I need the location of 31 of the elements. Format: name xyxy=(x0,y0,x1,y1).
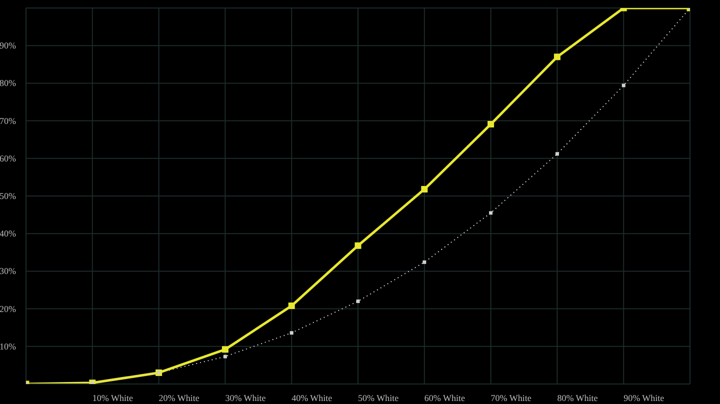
point xyxy=(290,331,294,335)
point xyxy=(555,152,559,156)
point xyxy=(354,242,362,249)
y-tick-label: 70% xyxy=(0,116,16,126)
x-tick-label: 10% White xyxy=(92,393,133,403)
point xyxy=(554,54,560,60)
y-tick-label: 40% xyxy=(0,228,16,239)
point xyxy=(288,302,295,310)
y-tick-label: 20% xyxy=(0,304,16,314)
x-tick-label: 60% White xyxy=(424,393,465,403)
point xyxy=(223,354,227,358)
x-tick-label: 70% White xyxy=(490,393,532,403)
point xyxy=(488,120,494,128)
x-tick-label: 80% White xyxy=(557,393,598,403)
point xyxy=(422,260,426,264)
point xyxy=(222,346,228,353)
point xyxy=(622,84,626,88)
y-tick-label: 90% xyxy=(0,40,16,51)
y-tick-label: 60% xyxy=(0,153,16,164)
point xyxy=(356,300,360,304)
y-tick-label: 10% xyxy=(0,341,16,352)
y-tick-label: 80% xyxy=(0,78,16,88)
x-tick-label: 30% White xyxy=(225,393,266,403)
x-tick-label: 20% White xyxy=(158,393,200,403)
y-tick-label: 50% xyxy=(0,191,16,201)
point xyxy=(421,186,428,192)
point xyxy=(489,211,493,215)
y-tick-label: 30% xyxy=(0,266,16,276)
x-tick-label: 40% White xyxy=(292,393,332,403)
x-tick-label: 50% White xyxy=(358,393,399,403)
x-tick-label: 90% White xyxy=(624,393,664,403)
